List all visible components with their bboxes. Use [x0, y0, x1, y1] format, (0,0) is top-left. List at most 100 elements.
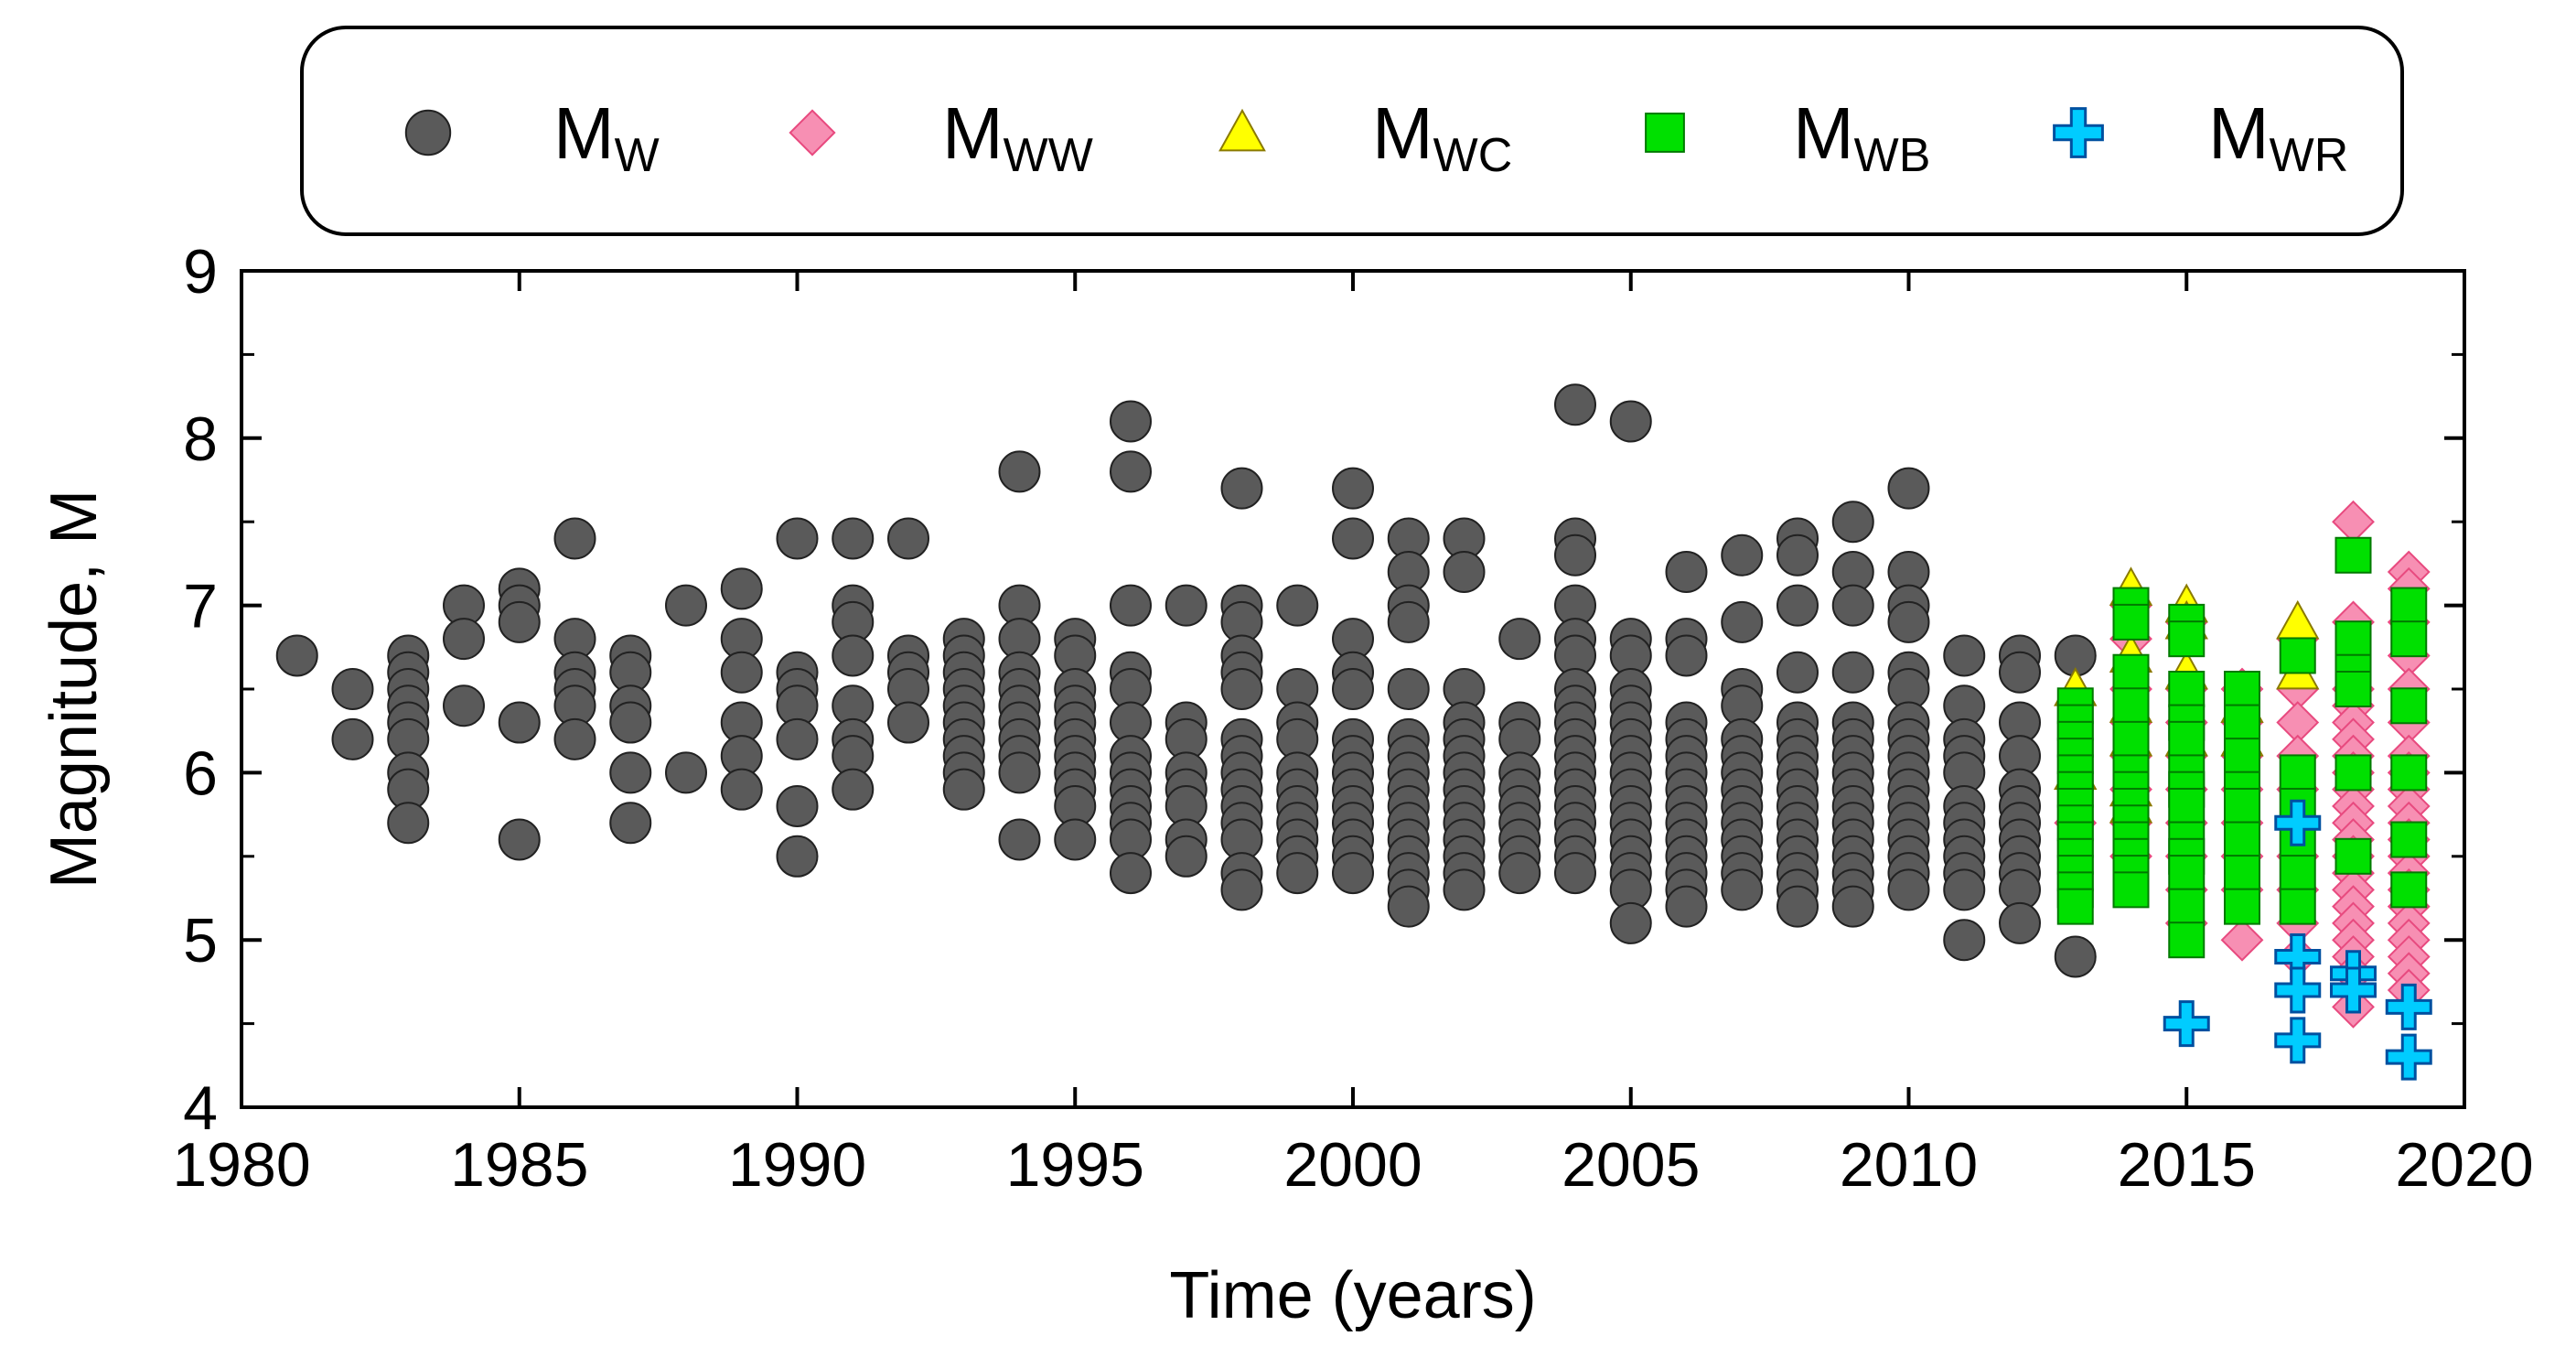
legend-box	[300, 26, 2404, 236]
data-point-wb	[2224, 787, 2260, 824]
data-point-w	[1887, 600, 1930, 643]
data-point-w	[1665, 885, 1708, 928]
y-tick-label: 6	[183, 738, 218, 808]
legend-label: MWR	[2208, 92, 2348, 182]
data-point-wb	[2112, 720, 2150, 758]
legend-marker-ww	[789, 109, 836, 156]
x-tick-label: 1995	[1006, 1130, 1144, 1200]
legend-item-wb: MWB	[1645, 92, 1930, 182]
y-tick-label: 8	[183, 404, 218, 474]
series-w	[275, 383, 2097, 978]
data-point-w	[387, 802, 430, 845]
legend-item-wr: MWR	[2053, 92, 2348, 182]
data-point-w	[1776, 533, 1819, 577]
data-point-w	[998, 818, 1041, 861]
data-point-wb	[2279, 888, 2316, 925]
data-point-wb	[2224, 738, 2260, 775]
legend-label: MWB	[1793, 92, 1930, 182]
data-point-w	[776, 517, 819, 560]
data-point-w	[553, 717, 596, 760]
data-point-wr	[2385, 983, 2432, 1030]
legend-label: MW	[553, 92, 660, 182]
data-point-w	[1332, 852, 1374, 895]
data-point-w	[1332, 467, 1374, 510]
data-point-wb	[2390, 687, 2428, 725]
data-point-w	[1387, 885, 1430, 928]
data-point-w	[665, 751, 707, 794]
data-point-w	[1554, 533, 1596, 577]
data-point-wb	[2168, 921, 2206, 959]
data-point-w	[609, 701, 652, 744]
data-point-wr	[2163, 1000, 2210, 1048]
data-point-wb	[2334, 837, 2372, 875]
data-point-w	[942, 768, 985, 811]
data-point-w	[553, 517, 596, 560]
data-point-w	[498, 818, 541, 861]
x-axis-title: Time (years)	[1169, 1259, 1536, 1332]
data-point-w	[1110, 584, 1152, 627]
data-point-w	[331, 668, 374, 710]
data-point-w	[1332, 668, 1374, 710]
data-point-w	[1887, 868, 1930, 911]
data-point-w	[1220, 467, 1263, 510]
data-point-w	[1054, 818, 1097, 861]
data-point-w	[1609, 901, 1652, 944]
data-point-w	[1554, 852, 1596, 895]
legend-label: MWC	[1372, 92, 1512, 182]
data-point-w	[1443, 868, 1486, 911]
data-point-w	[998, 450, 1041, 493]
series-wb	[2056, 536, 2428, 959]
axis-ticks: 1980 1985 1990 1995 2000 2005 2010 2015 2020 4 5 6 7…	[172, 237, 2533, 1200]
legend-label: MWW	[942, 92, 1093, 182]
x-tick-label: 1985	[450, 1130, 588, 1200]
data-point-wr	[2330, 966, 2377, 1014]
data-point-wr	[2274, 1017, 2322, 1064]
data-point-wb	[2168, 787, 2206, 824]
legend-item-wc: MWC	[1218, 92, 1512, 182]
data-point-w	[1999, 651, 2041, 694]
data-point-wb	[2224, 855, 2260, 892]
data-point-w	[1831, 885, 1874, 928]
data-point-w	[776, 835, 819, 878]
data-point-wb	[2334, 536, 2372, 574]
data-point-wb	[2168, 720, 2206, 758]
data-point-w	[776, 717, 819, 760]
x-tick-label: 2015	[2118, 1130, 2256, 1200]
x-tick-label: 2005	[1562, 1130, 1700, 1200]
data-point-w	[1165, 584, 1208, 627]
data-point-wb	[2334, 754, 2372, 792]
data-point-w	[1276, 852, 1319, 895]
y-tick-label: 9	[183, 237, 218, 307]
data-point-wb	[2168, 620, 2206, 658]
data-point-w	[1831, 584, 1874, 627]
data-point-wb	[2056, 888, 2094, 925]
data-point-w	[1165, 835, 1208, 878]
data-point-wb	[2224, 888, 2260, 925]
data-point-w	[720, 567, 763, 610]
data-point-wb	[2168, 855, 2206, 892]
data-point-w	[609, 751, 652, 794]
data-point-wb	[2334, 620, 2372, 658]
data-point-wb	[2112, 687, 2150, 725]
y-tick-label: 7	[183, 572, 218, 641]
data-point-wr	[2274, 966, 2322, 1014]
data-point-w	[1110, 450, 1152, 493]
data-point-w	[1943, 868, 1986, 911]
data-point-w	[1776, 651, 1819, 694]
data-point-wb	[2224, 704, 2260, 741]
legend-marker-wc	[1218, 108, 1266, 152]
data-point-wb	[2112, 603, 2150, 641]
data-point-w	[1498, 618, 1541, 661]
data-point-w	[2054, 935, 2097, 978]
data-point-w	[1831, 501, 1874, 544]
data-point-wb	[2334, 671, 2372, 707]
data-point-w	[1665, 634, 1708, 677]
data-point-w	[998, 751, 1041, 794]
x-tick-label: 1990	[728, 1130, 866, 1200]
data-point-wb	[2390, 871, 2428, 909]
data-point-w	[1609, 400, 1652, 443]
data-point-w	[1498, 852, 1541, 895]
data-point-w	[1776, 584, 1819, 627]
legend-item-w: MW	[404, 92, 660, 182]
data-point-w	[1776, 885, 1819, 928]
